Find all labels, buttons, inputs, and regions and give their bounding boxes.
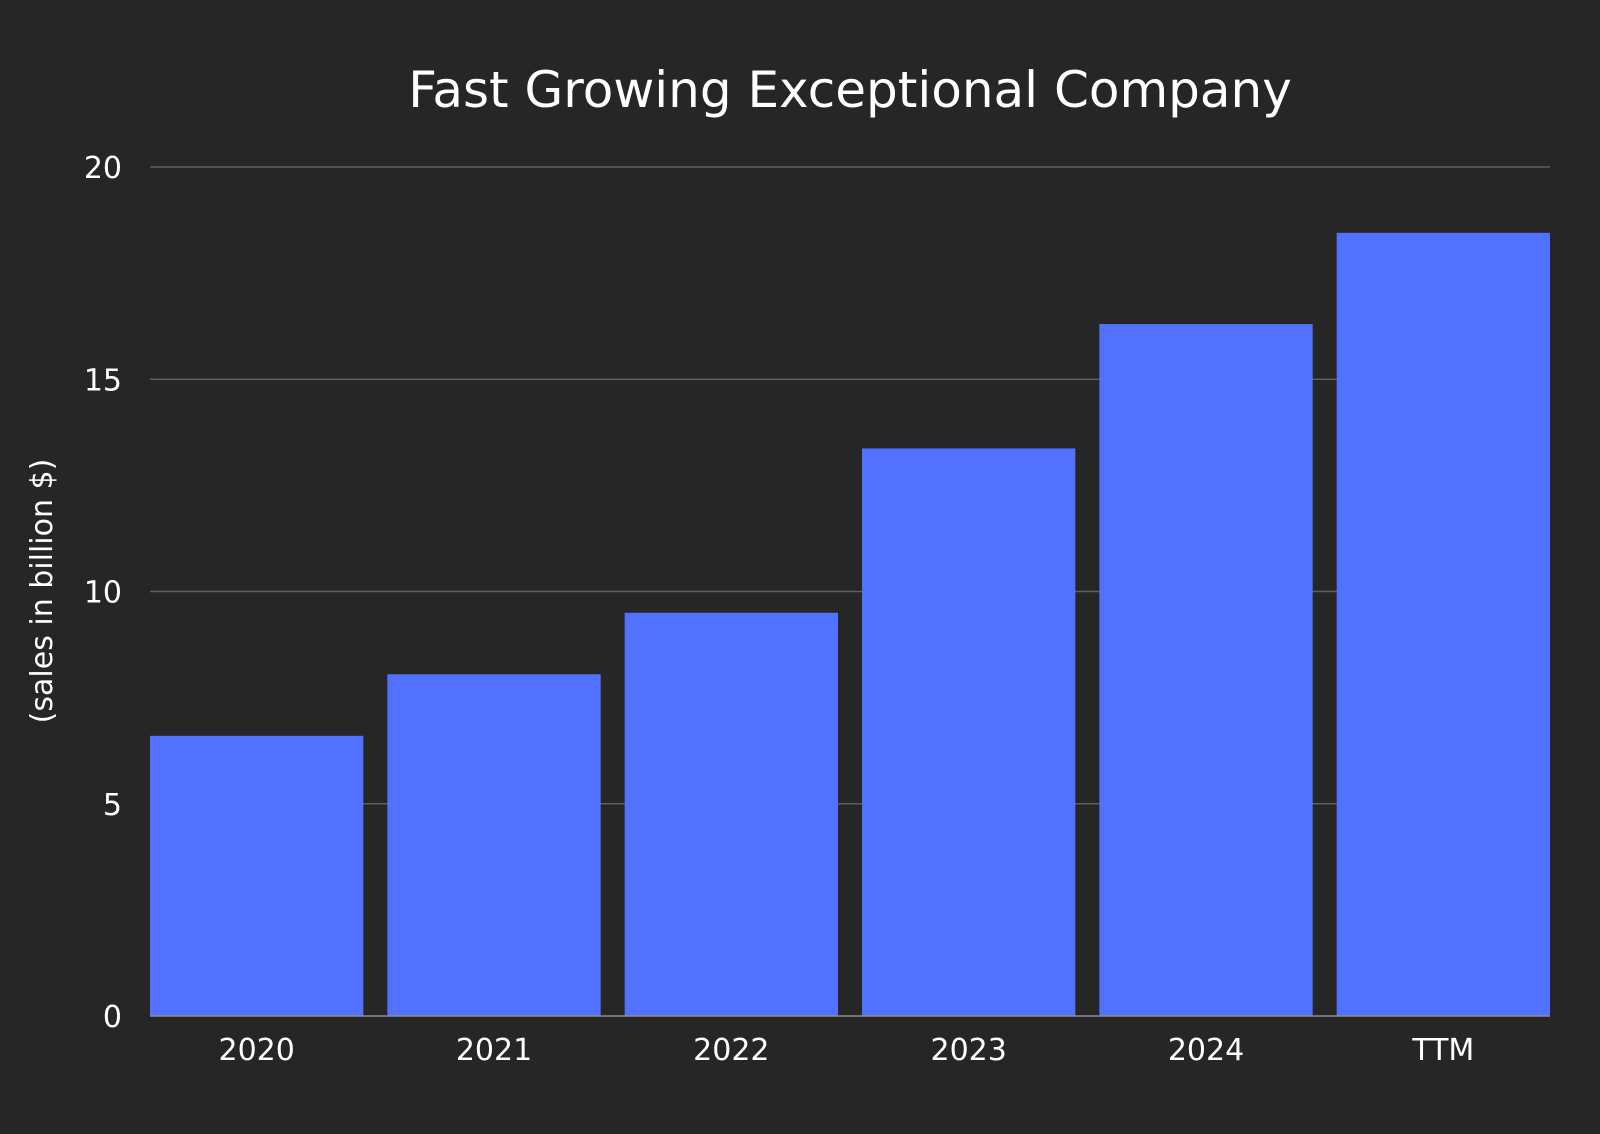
bar-2024	[1099, 324, 1313, 1016]
chart-title: Fast Growing Exceptional Company	[408, 61, 1292, 119]
bar-2020	[150, 735, 364, 1016]
x-tick-label: 2021	[456, 1033, 532, 1068]
y-tick-label: 20	[84, 151, 122, 186]
bar-ttm	[1336, 232, 1550, 1017]
x-tick-label: 2023	[930, 1033, 1006, 1068]
y-axis-label: (sales in billion $)	[25, 459, 60, 724]
x-axis-ticks: 2020 2021 2022 2023 2024 TTM	[218, 1033, 1474, 1068]
x-tick-label: TTM	[1411, 1033, 1474, 1068]
x-tick-label: 2024	[1168, 1033, 1244, 1068]
bar-2021	[387, 674, 601, 1016]
gridlines	[150, 166, 1550, 805]
y-tick-label: 15	[84, 363, 122, 398]
x-tick-label: 2022	[693, 1033, 769, 1068]
y-axis-ticks: 0 5 10 15 20	[84, 151, 122, 1035]
bar-2022	[624, 612, 838, 1016]
y-tick-label: 5	[103, 788, 122, 823]
bar-2023	[862, 448, 1076, 1017]
bars	[150, 232, 1550, 1017]
y-tick-label: 10	[84, 576, 122, 611]
x-tick-label: 2020	[218, 1033, 294, 1068]
y-tick-label: 0	[103, 1000, 122, 1035]
